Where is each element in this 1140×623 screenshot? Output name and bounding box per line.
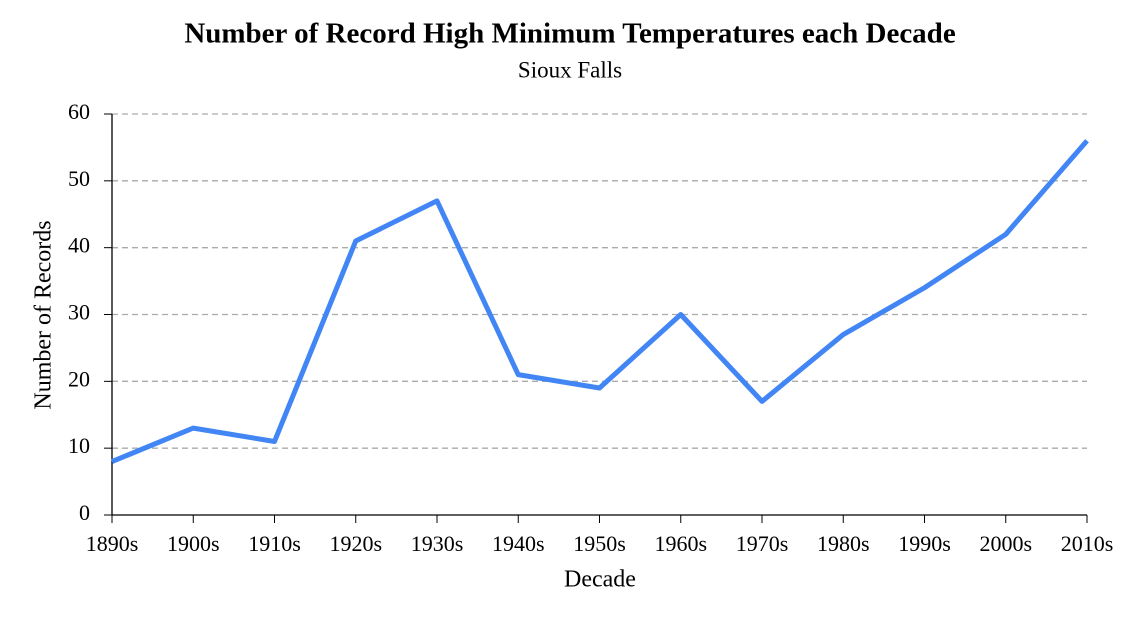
x-tick-label: 1910s (248, 531, 301, 556)
chart-subtitle: Sioux Falls (518, 57, 622, 82)
x-tick-label: 2010s (1061, 531, 1114, 556)
y-tick-label: 40 (68, 233, 90, 258)
x-tick-label: 1890s (86, 531, 139, 556)
x-tick-label: 1940s (492, 531, 545, 556)
y-tick-label: 50 (68, 166, 90, 191)
x-tick-label: 1980s (817, 531, 870, 556)
y-tick-label: 0 (79, 500, 90, 525)
x-tick-label: 1920s (329, 531, 382, 556)
chart-title: Number of Record High Minimum Temperatur… (184, 18, 956, 50)
x-tick-label: 2000s (979, 531, 1032, 556)
y-tick-label: 10 (68, 433, 90, 458)
x-tick-label: 1970s (736, 531, 789, 556)
y-tick-label: 20 (68, 366, 90, 391)
x-axis-title: Decade (564, 567, 636, 593)
x-tick-label: 1900s (167, 531, 220, 556)
y-tick-label: 30 (68, 300, 90, 325)
x-tick-label: 1930s (411, 531, 464, 556)
x-tick-label: 1950s (573, 531, 626, 556)
x-tick-label: 1990s (898, 531, 951, 556)
y-axis-title: Number of Records (31, 220, 57, 409)
data-line (111, 139, 1089, 464)
y-tick-label: 60 (68, 99, 90, 124)
x-tick-label: 1960s (654, 531, 707, 556)
